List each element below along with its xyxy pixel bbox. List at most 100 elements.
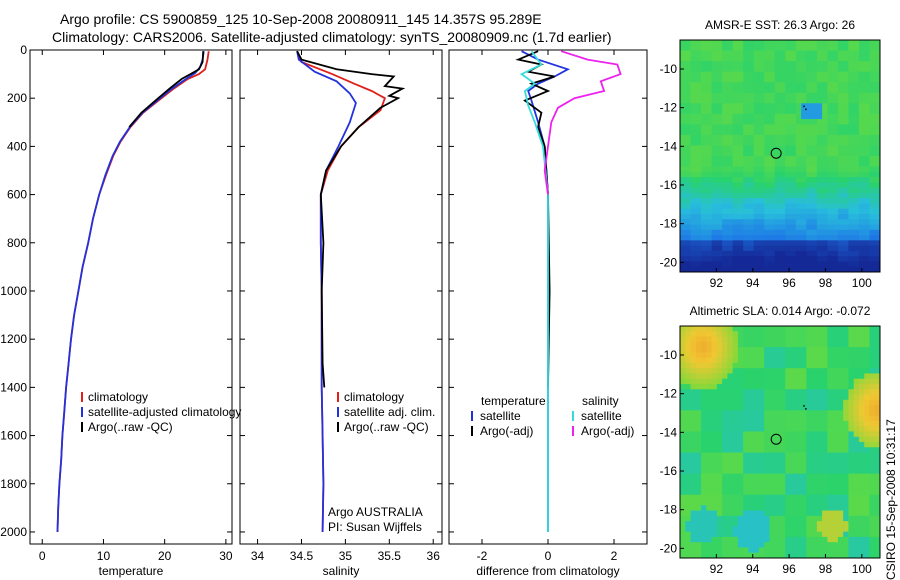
sst-map-cell bbox=[853, 145, 860, 152]
sla-map-cell bbox=[711, 326, 718, 332]
sst-map-cell bbox=[864, 108, 870, 115]
sst-map-cell bbox=[848, 250, 855, 257]
sst-map-cell bbox=[874, 235, 881, 241]
sst-map-cell bbox=[816, 50, 823, 57]
sst-map-cell bbox=[758, 140, 765, 146]
sla-map-cell bbox=[790, 357, 797, 364]
sla-map-cell bbox=[685, 357, 691, 364]
sst-map-cell bbox=[848, 240, 855, 247]
sla-map-cell bbox=[822, 468, 828, 475]
sst-map-cell bbox=[843, 98, 849, 104]
sla-map-cell bbox=[853, 431, 860, 438]
sst-map-cell bbox=[790, 61, 797, 67]
sst-map-cell bbox=[711, 71, 718, 78]
sst-map-ytick-label: -14 bbox=[660, 139, 678, 153]
sst-map-cell bbox=[816, 266, 823, 273]
difference-series-line bbox=[543, 50, 622, 195]
sla-map-cell bbox=[806, 500, 812, 506]
sla-map-cell bbox=[853, 420, 860, 427]
sst-map-cell bbox=[874, 45, 881, 51]
sst-map-cell bbox=[685, 66, 691, 73]
sla-map-cell bbox=[732, 478, 739, 485]
sla-map-cell bbox=[858, 536, 865, 543]
sst-map-cell bbox=[822, 224, 828, 231]
sla-map-cell bbox=[801, 515, 807, 522]
sst-map-cell bbox=[801, 40, 807, 46]
sla-map-float-marker bbox=[770, 433, 782, 445]
sst-map-cell bbox=[764, 245, 770, 252]
sst-map-cell bbox=[780, 187, 786, 194]
difference-series-line bbox=[519, 50, 549, 532]
sst-map-cell bbox=[806, 177, 812, 183]
sla-map-cell bbox=[774, 389, 781, 395]
sla-map-cell bbox=[864, 473, 870, 480]
sla-map-cell bbox=[795, 431, 802, 438]
sla-map-cell bbox=[785, 357, 791, 364]
sla-map-cell bbox=[758, 494, 765, 501]
sst-map-cell bbox=[858, 261, 865, 268]
sla-map-cell bbox=[869, 531, 876, 538]
sst-map-cell bbox=[753, 98, 760, 104]
sla-map-cell bbox=[690, 352, 697, 359]
sla-map-cell bbox=[848, 447, 855, 453]
sla-map-cell bbox=[774, 452, 781, 459]
sst-map-cell bbox=[837, 208, 844, 215]
sst-map-cell bbox=[801, 92, 807, 99]
sst-map-cell bbox=[758, 71, 765, 78]
sst-map-cell bbox=[801, 150, 807, 157]
sla-map-cell bbox=[832, 362, 839, 369]
sla-map-cell bbox=[695, 399, 702, 406]
sst-map-cell bbox=[753, 50, 760, 57]
sst-map-cell bbox=[727, 198, 734, 204]
sst-map-cell bbox=[716, 98, 723, 104]
sst-map-cell bbox=[837, 192, 844, 199]
sst-map-cell bbox=[748, 50, 755, 57]
sst-map-cell bbox=[732, 50, 739, 57]
sla-map-cell bbox=[874, 494, 881, 501]
sst-map-cell bbox=[764, 134, 770, 141]
sla-map-cell bbox=[843, 536, 849, 543]
sla-map-cell bbox=[753, 500, 760, 506]
sla-map-cell bbox=[848, 336, 855, 343]
sst-map-cell bbox=[811, 166, 818, 173]
sst-map-cell bbox=[869, 66, 876, 73]
sla-map-cell bbox=[695, 552, 702, 559]
sst-map-cell bbox=[695, 214, 702, 220]
sst-map-cell bbox=[716, 214, 723, 220]
sst-map-cell bbox=[874, 245, 881, 252]
sla-map-cell bbox=[858, 378, 865, 385]
salinity-axes-box bbox=[239, 49, 443, 545]
sla-map-cell bbox=[869, 536, 876, 543]
sst-map-cell bbox=[711, 235, 718, 241]
sla-map-cell bbox=[753, 484, 760, 490]
sla-map-cell bbox=[832, 510, 839, 517]
sst-map-cell bbox=[869, 119, 876, 125]
sst-map-cell bbox=[774, 214, 781, 220]
sla-map-cell bbox=[769, 536, 776, 543]
sla-map-cell bbox=[716, 515, 723, 522]
sla-map-cell bbox=[774, 521, 781, 527]
sst-map-cell bbox=[680, 214, 686, 220]
sla-map-cell bbox=[769, 420, 776, 427]
sla-map-cell bbox=[695, 331, 702, 337]
sst-map-cell bbox=[806, 140, 812, 146]
sla-map-cell bbox=[695, 341, 702, 348]
sla-map-cell bbox=[685, 494, 691, 501]
sst-map-cell bbox=[764, 76, 770, 83]
sla-map-cell bbox=[732, 447, 739, 453]
sst-map-cell bbox=[737, 198, 744, 204]
sla-map-cell bbox=[711, 431, 718, 438]
sst-map-cell bbox=[695, 76, 702, 83]
sla-map-cell bbox=[790, 542, 797, 548]
sst-map-cell bbox=[695, 171, 702, 178]
sst-map-cell bbox=[727, 124, 734, 131]
sla-map-cell bbox=[843, 547, 849, 554]
sla-map-cell bbox=[748, 384, 755, 390]
sst-map-cell bbox=[827, 156, 834, 162]
sst-map-cell bbox=[685, 250, 691, 257]
sla-map-cell bbox=[690, 442, 697, 448]
sla-map-cell bbox=[732, 442, 739, 448]
sst-map-cell bbox=[769, 214, 776, 220]
sst-map-cell bbox=[711, 198, 718, 204]
sst-map-cell bbox=[790, 192, 797, 199]
